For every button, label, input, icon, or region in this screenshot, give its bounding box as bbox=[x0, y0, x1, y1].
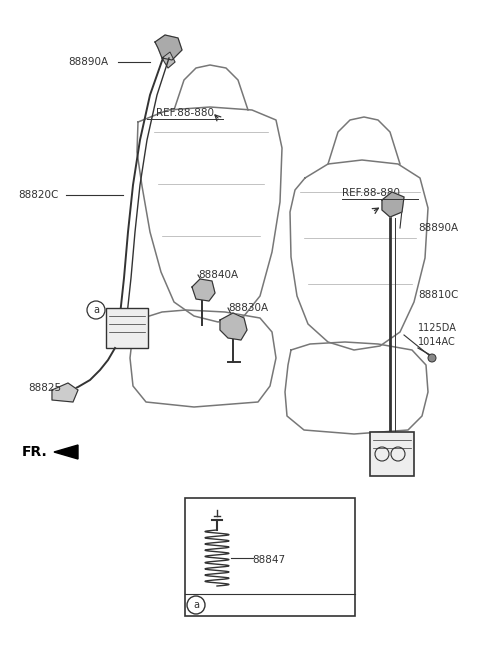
Text: 88847: 88847 bbox=[252, 555, 285, 565]
Polygon shape bbox=[155, 35, 182, 60]
Circle shape bbox=[87, 301, 105, 319]
Text: 88890A: 88890A bbox=[418, 223, 458, 233]
Text: 88825: 88825 bbox=[28, 383, 61, 393]
Bar bbox=[106, 308, 148, 348]
Text: 88840A: 88840A bbox=[198, 270, 238, 280]
Circle shape bbox=[187, 596, 205, 614]
Polygon shape bbox=[54, 445, 78, 459]
Text: REF.88-880: REF.88-880 bbox=[156, 108, 214, 118]
Text: 88890A: 88890A bbox=[68, 57, 108, 67]
Polygon shape bbox=[220, 313, 247, 340]
Text: a: a bbox=[93, 305, 99, 315]
Polygon shape bbox=[382, 192, 404, 217]
Polygon shape bbox=[52, 383, 78, 402]
Text: 88830A: 88830A bbox=[228, 303, 268, 313]
Text: 88820C: 88820C bbox=[18, 190, 59, 200]
Text: 1014AC: 1014AC bbox=[418, 337, 456, 347]
Text: FR.: FR. bbox=[22, 445, 48, 459]
Text: a: a bbox=[193, 600, 199, 610]
Text: 1125DA: 1125DA bbox=[418, 323, 457, 333]
Bar bbox=[185, 498, 355, 616]
Polygon shape bbox=[192, 279, 215, 301]
Circle shape bbox=[428, 354, 436, 362]
Bar bbox=[370, 432, 414, 476]
Text: REF.88-880: REF.88-880 bbox=[342, 188, 400, 198]
Text: 88810C: 88810C bbox=[418, 290, 458, 300]
Polygon shape bbox=[162, 52, 175, 68]
